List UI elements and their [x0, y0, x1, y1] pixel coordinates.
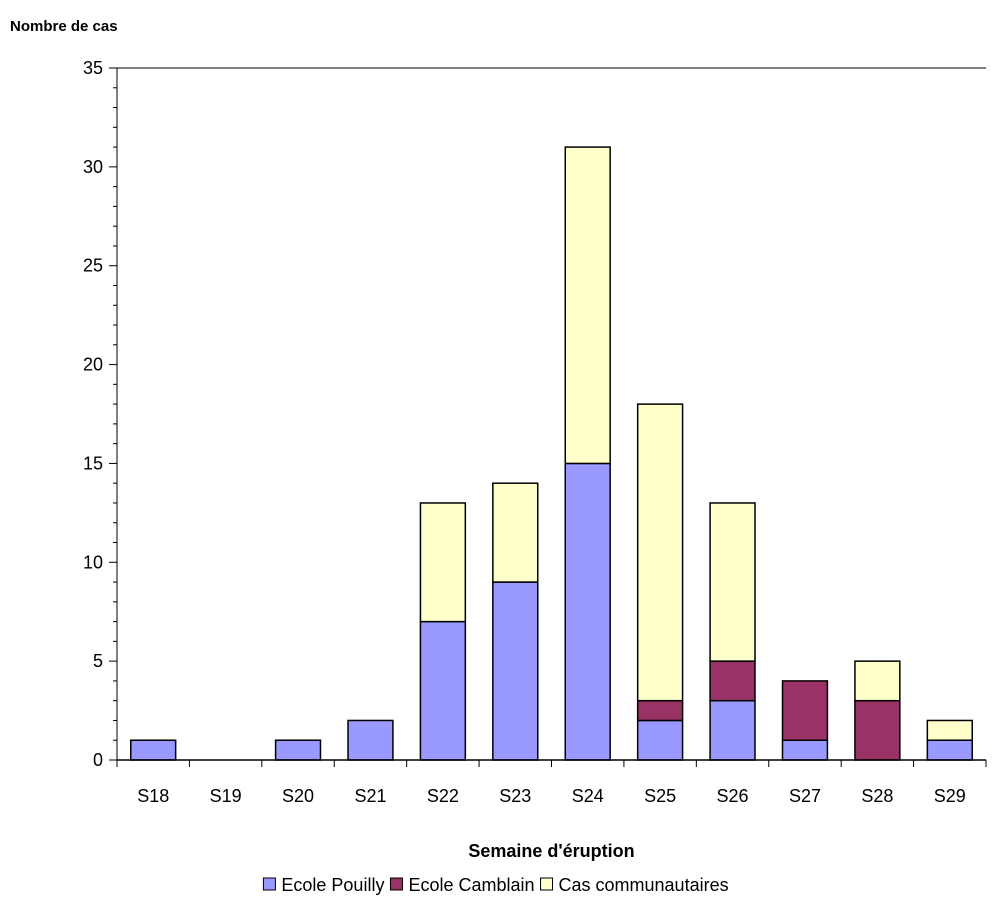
bar-s23-series-0 [492, 581, 539, 761]
bars-group [130, 146, 973, 761]
bar-s29-series-2 [926, 719, 973, 741]
y-tick-label: 20 [83, 355, 103, 375]
x-tick-label: S27 [789, 786, 821, 806]
x-tick-label: S29 [934, 786, 966, 806]
bar-s28-series-1 [854, 699, 901, 761]
y-tick-label: 10 [83, 552, 103, 572]
bar-s20-series-0 [274, 739, 322, 761]
x-tick-label: S18 [137, 786, 169, 806]
x-tick-label: S19 [210, 786, 242, 806]
bar-s22-series-0 [419, 620, 467, 761]
x-tick-label: S21 [354, 786, 386, 806]
x-tick-label: S26 [717, 786, 749, 806]
y-tick-label: 25 [83, 256, 103, 276]
y-tick-label: 5 [93, 651, 103, 671]
y-tick-label: 0 [93, 750, 103, 770]
bar-s25-series-1 [636, 699, 684, 722]
bar-s24-series-0 [564, 462, 611, 761]
x-axis-label: Semaine d'éruption [468, 841, 634, 861]
bar-s26-series-1 [709, 660, 756, 702]
legend-swatch-2 [540, 877, 554, 891]
bar-s27-series-0 [781, 739, 829, 761]
legend: Ecole Pouilly Ecole Camblain Cas communaut… [262, 875, 729, 895]
bar-s25-series-2 [636, 403, 684, 702]
bar-s27-series-1 [781, 680, 829, 741]
x-tick-label: S22 [427, 786, 459, 806]
legend-label-0: Ecole Pouilly [281, 875, 384, 895]
legend-label-1: Ecole Camblain [408, 875, 534, 895]
legend-swatch-0 [262, 877, 276, 891]
y-tick-label: 15 [83, 453, 103, 473]
legend-label-2: Cas communautaires [559, 875, 729, 895]
bar-s22-series-2 [419, 502, 467, 623]
legend-swatch-1 [389, 877, 403, 891]
bar-s26-series-2 [709, 502, 756, 662]
y-tick-label: 30 [83, 157, 103, 177]
bar-s21-series-0 [347, 719, 394, 761]
bar-s24-series-2 [564, 146, 611, 465]
bar-s28-series-2 [854, 660, 901, 702]
y-axis-label: Nombre de cas [10, 18, 118, 35]
bar-s26-series-0 [709, 699, 756, 761]
x-tick-label: S23 [499, 786, 531, 806]
bar-s25-series-0 [636, 719, 684, 761]
bar-s18-series-0 [130, 739, 177, 761]
x-tick-label: S24 [572, 786, 604, 806]
bar-s29-series-0 [926, 739, 973, 761]
x-tick-label: S25 [644, 786, 676, 806]
axes-group: 0 5 10 15 20 25 30 35 S18 S19 S20 S21 S22 S23 S24 S25 S2… [83, 58, 987, 806]
y-tick-label: 35 [83, 58, 103, 78]
x-tick-label: S28 [861, 786, 893, 806]
x-tick-label: S20 [282, 786, 314, 806]
bar-s23-series-2 [492, 482, 539, 583]
